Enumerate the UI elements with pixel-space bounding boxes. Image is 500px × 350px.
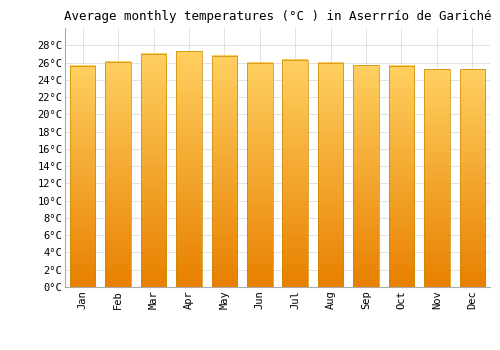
Bar bbox=[141, 54, 167, 287]
Bar bbox=[388, 66, 414, 287]
Bar bbox=[354, 65, 379, 287]
Bar bbox=[282, 60, 308, 287]
Bar bbox=[212, 56, 237, 287]
Title: Average monthly temperatures (°C ) in Aserrrío de Gariché: Average monthly temperatures (°C ) in As… bbox=[64, 10, 491, 23]
Bar bbox=[318, 63, 344, 287]
Bar bbox=[247, 63, 272, 287]
Bar bbox=[176, 51, 202, 287]
Bar bbox=[424, 69, 450, 287]
Bar bbox=[70, 66, 96, 287]
Bar bbox=[460, 69, 485, 287]
Bar bbox=[106, 62, 131, 287]
